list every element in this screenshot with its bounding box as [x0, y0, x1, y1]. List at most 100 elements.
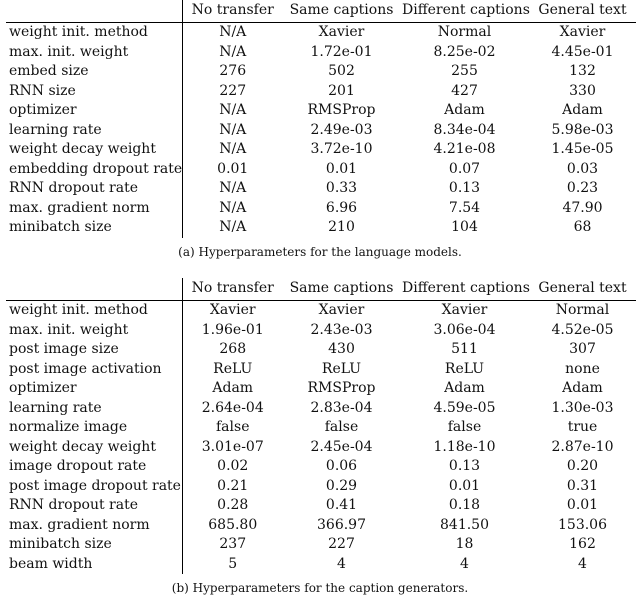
table-row: learning rate N/A 2.49e-03 8.34e-04 5.98e-03: [6, 120, 636, 140]
table-cell: 1.72e-01: [310, 43, 373, 60]
table-cell: 6.96: [325, 199, 358, 216]
column-header: General text: [538, 280, 627, 297]
table-body: weight init. method Xavier Xavier Xavier Nor…: [6, 300, 636, 574]
table-row: weight init. method N/A Xavier Normal Xavier: [6, 22, 636, 43]
table-row: post image activation ReLU ReLU ReLU none: [6, 359, 636, 379]
table-cell: Xavier: [318, 24, 365, 40]
row-label: beam width: [6, 554, 183, 574]
table-cell: 0.28: [217, 497, 249, 513]
table-cell: 1.96e-01: [201, 321, 264, 338]
table-cell: none: [565, 360, 600, 377]
table-cell: 0.01: [566, 497, 599, 513]
table-cell: 4: [578, 555, 587, 572]
table-cell: 0.13: [448, 180, 481, 196]
table-row: post image size 268 430 511 307: [6, 340, 636, 360]
table-cell: 2.43e-03: [310, 321, 373, 338]
table-cell: 0.41: [325, 497, 358, 513]
row-label: learning rate: [6, 120, 183, 140]
table-cell: 0.02: [217, 458, 249, 474]
table-cell: 132: [569, 63, 596, 79]
table-cell: ReLU: [444, 360, 485, 377]
table-row: RNN size 227 201 427 330: [6, 81, 636, 101]
column-header: No transfer: [191, 280, 274, 297]
column-header: Different captions: [402, 280, 530, 297]
row-label: normalize image: [6, 418, 183, 438]
table-cell: false: [447, 419, 482, 435]
table-cell: 1.18e-10: [433, 438, 496, 455]
table-cell: 502: [328, 63, 355, 79]
column-header: No transfer: [191, 2, 274, 19]
table-row: optimizer Adam RMSProp Adam Adam: [6, 379, 636, 399]
table-cell: 1.45e-05: [551, 141, 614, 157]
table-cell: 0.06: [325, 458, 358, 474]
header-stub: [6, 0, 183, 23]
row-label: embed size: [6, 62, 183, 82]
row-label: weight decay weight: [6, 140, 183, 160]
table-cell: Adam: [444, 380, 485, 396]
table-row: image dropout rate 0.02 0.06 0.13 0.20: [6, 457, 636, 477]
row-label: RNN dropout rate: [6, 496, 183, 516]
table-row: post image dropout rate 0.21 0.29 0.01 0.31: [6, 476, 636, 496]
table-row: minibatch size 237 227 18 162: [6, 535, 636, 555]
table-cell: Xavier: [318, 302, 365, 318]
table-header: No transfer Same captions Different captio…: [6, 0, 636, 23]
table-cell: Adam: [212, 380, 254, 396]
table-cell: 4: [460, 555, 469, 572]
table-cell: 7.54: [448, 199, 481, 216]
table-row: weight decay weight N/A 3.72e-10 4.21e-08 1.…: [6, 140, 636, 160]
table-cell: 268: [219, 341, 247, 357]
table-cell: 5: [228, 555, 238, 572]
table-row: embedding dropout rate 0.01 0.01 0.07 0.03: [6, 159, 636, 179]
table-row: weight init. method Xavier Xavier Xavier Nor…: [6, 300, 636, 321]
table-cell: 276: [219, 63, 247, 79]
table-cell: 4.52e-05: [551, 321, 614, 338]
table-header: No transfer Same captions Different captio…: [6, 278, 636, 301]
row-label: minibatch size: [6, 218, 183, 238]
row-label: max. gradient norm: [6, 198, 183, 218]
column-header: Different captions: [402, 2, 530, 19]
table-row: max. gradient norm N/A 6.96 7.54 47.90: [6, 198, 636, 218]
column-header: General text: [538, 2, 627, 19]
table-cell: 0.23: [566, 180, 599, 196]
table-cell: N/A: [219, 24, 247, 40]
table-cell: Adam: [562, 380, 603, 396]
table-row: max. gradient norm 685.80 366.97 841.50 153.…: [6, 515, 636, 535]
row-label: post image size: [6, 340, 183, 360]
table-cell: 0.31: [566, 477, 599, 494]
table-cell: N/A: [219, 180, 247, 196]
header-row: No transfer Same captions Different captio…: [6, 278, 636, 301]
table-row: beam width 5 4 4 4: [6, 554, 636, 574]
table-row: RNN dropout rate 0.28 0.41 0.18 0.01: [6, 496, 636, 516]
table-row: max. init. weight N/A 1.72e-01 8.25e-02 4.45…: [6, 42, 636, 62]
table-body: weight init. method N/A Xavier Normal Xavier…: [6, 22, 636, 238]
table-cell: 0.03: [566, 160, 599, 177]
table-cell: false: [324, 419, 359, 435]
table-cell: 511: [451, 341, 478, 357]
row-label: RNN dropout rate: [6, 179, 183, 199]
table-cell: 227: [328, 536, 355, 552]
table-cell: Normal: [555, 302, 610, 318]
row-label: weight init. method: [6, 300, 183, 321]
row-label: optimizer: [6, 101, 183, 121]
row-label: weight init. method: [6, 22, 183, 43]
table-cell: 237: [219, 536, 247, 552]
header-row: No transfer Same captions Different captio…: [6, 0, 636, 23]
table-row: embed size 276 502 255 132: [6, 62, 636, 82]
table-cell: 0.07: [448, 160, 481, 177]
row-label: embedding dropout rate: [6, 159, 183, 179]
table-cell: 430: [328, 341, 355, 357]
table-cell: 1.30e-03: [551, 399, 614, 416]
table-cell: 5.98e-03: [551, 121, 614, 138]
table-cell: 2.49e-03: [310, 121, 373, 138]
language-model-hyperparameter-table: No transfer Same captions Different captio…: [6, 0, 636, 238]
row-label: minibatch size: [6, 535, 183, 555]
table-cell: N/A: [219, 199, 247, 216]
column-header: Same captions: [289, 280, 394, 297]
table-cell: Adam: [562, 102, 603, 118]
table-cell: 210: [328, 219, 355, 235]
table-cell: 366.97: [317, 516, 366, 533]
table-cell: 18: [455, 536, 474, 552]
table-cell: 0.29: [325, 477, 358, 494]
table-row: learning rate 2.64e-04 2.83e-04 4.59e-05 1.3…: [6, 398, 636, 418]
table-cell: 0.33: [325, 180, 358, 196]
